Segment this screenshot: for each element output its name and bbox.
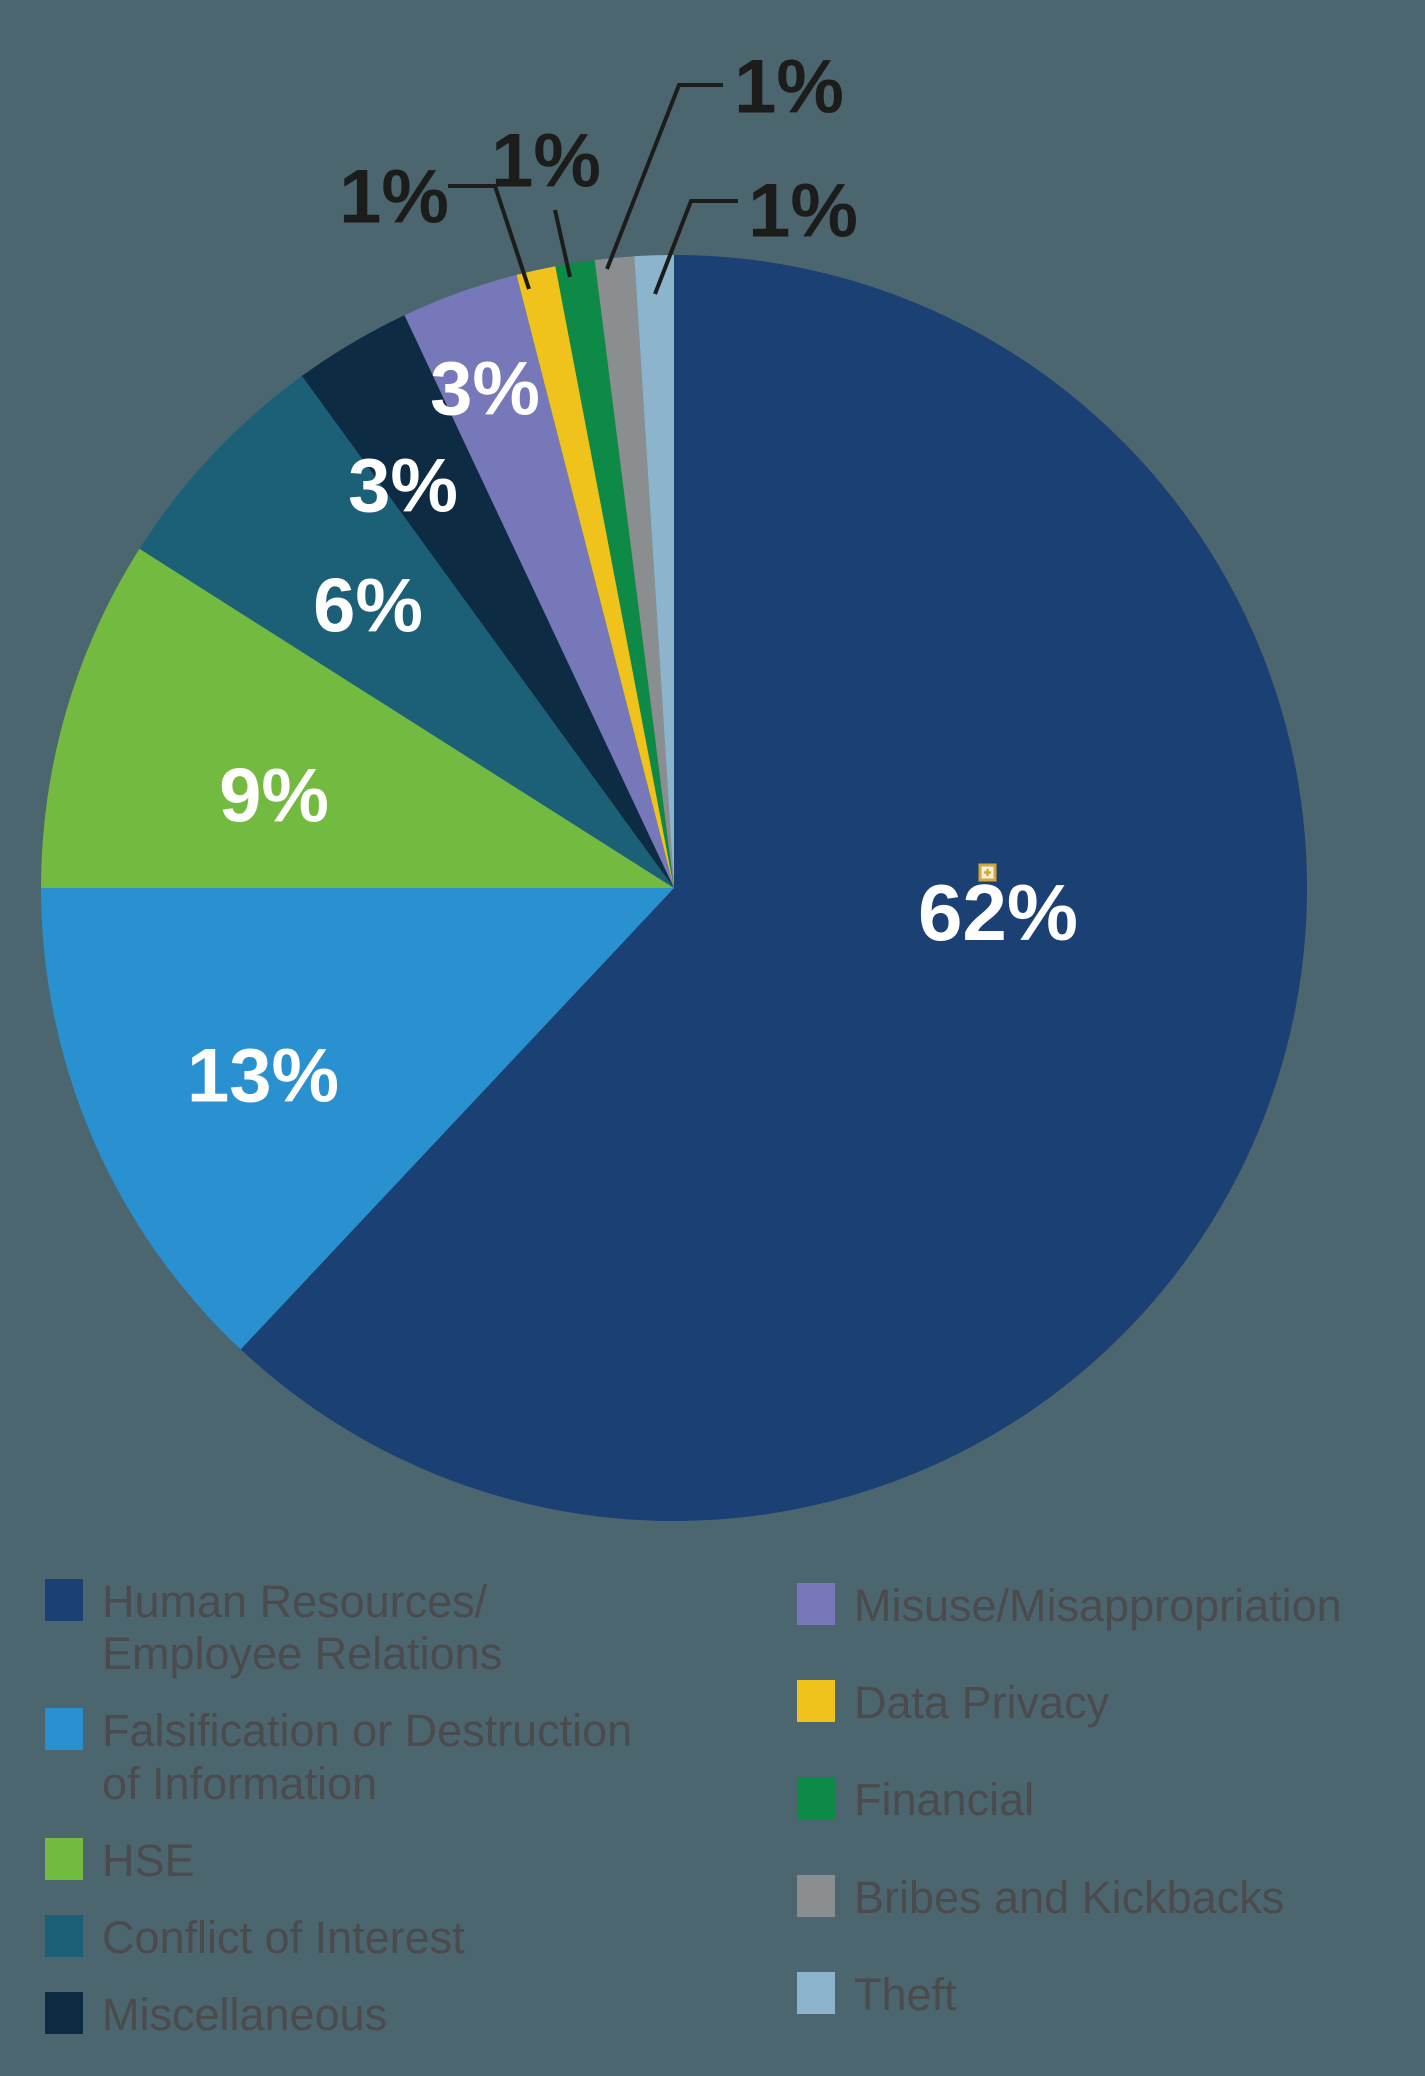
legend-swatch-hr xyxy=(45,1579,83,1621)
slice-label-financial: 1% xyxy=(491,119,601,204)
slice-label-conflict: 6% xyxy=(313,564,423,649)
legend-item-financial: Financial xyxy=(797,1774,1417,1826)
pie-slice-miscellaneous xyxy=(301,315,674,888)
legend-label-misuse: Misuse/Misappropriation xyxy=(854,1580,1342,1631)
leader-line-theft xyxy=(653,199,738,295)
legend-label-data-privacy: Data Privacy xyxy=(854,1677,1110,1729)
slice-label-theft: 1% xyxy=(748,169,858,254)
legend-label-bribes: Bribes and Kickbacks xyxy=(854,1871,1285,1923)
legend-label-theft: Theft xyxy=(854,1968,957,2020)
legend-item-bribes: Bribes and Kickbacks xyxy=(797,1872,1417,1924)
legend-label-hse: HSE xyxy=(102,1834,195,1886)
legend-label-miscellaneous: Miscellaneous xyxy=(102,1989,388,2041)
legend-item-theft: Theft xyxy=(797,1969,1417,2021)
legend-item-conflict: Conflict of Interest xyxy=(45,1912,745,1964)
legend-label-financial: Financial xyxy=(854,1774,1035,1826)
slice-label-data-privacy: 1% xyxy=(339,155,449,240)
pie-slice-misuse xyxy=(404,274,674,888)
legend-swatch-theft xyxy=(797,1971,835,2014)
slice-label-bribes: 1% xyxy=(734,45,844,130)
slice-label-miscellaneous: 3% xyxy=(348,444,458,529)
leader-line-financial xyxy=(553,209,572,278)
legend-item-misuse: Misuse/Misappropriation xyxy=(797,1580,1417,1632)
legend-item-hr: Human Resources/Employee Relations xyxy=(45,1576,745,1680)
pie-slice-financial xyxy=(555,260,674,888)
legend-item-data-privacy: Data Privacy xyxy=(797,1677,1417,1729)
legend-swatch-falsification xyxy=(45,1708,83,1751)
pie-slice-falsification xyxy=(41,888,674,1350)
legend-label-falsification: Falsification or Destruction of Informati… xyxy=(102,1705,633,1809)
legend-swatch-hse xyxy=(45,1837,83,1880)
pie-slice-bribes xyxy=(594,256,674,888)
pie-slice-data-privacy xyxy=(516,266,674,888)
slice-label-falsification: 13% xyxy=(187,1034,339,1119)
leader-line-data-privacy xyxy=(448,184,531,290)
legend-label-conflict: Conflict of Interest xyxy=(102,1911,465,1963)
legend-item-hse: HSE xyxy=(45,1835,745,1887)
legend-swatch-conflict xyxy=(45,1914,83,1957)
pie-slice-hse xyxy=(40,548,674,888)
legend-label-hr: Human Resources/Employee Relations xyxy=(102,1576,503,1680)
slice-label-hr: 62% xyxy=(918,868,1078,957)
pie-slice-hr xyxy=(240,255,1308,1521)
legend-item-miscellaneous: Miscellaneous xyxy=(45,1989,745,2041)
legend-column-right: Misuse/Misappropriation Data Privacy Finan… xyxy=(797,1580,1417,2021)
pie-slice-theft xyxy=(634,254,674,888)
legend-swatch-misuse xyxy=(797,1583,835,1625)
legend-swatch-data-privacy xyxy=(797,1680,835,1723)
legend-item-falsification: Falsification or Destruction of Informati… xyxy=(45,1705,745,1809)
pie-slice-conflict xyxy=(139,375,674,888)
legend-swatch-financial xyxy=(797,1777,835,1820)
legend-swatch-miscellaneous xyxy=(45,1992,83,2035)
comment-marker-icon xyxy=(978,863,997,882)
legend-swatch-bribes xyxy=(797,1874,835,1917)
leader-line-bribes xyxy=(605,83,723,270)
slice-label-misuse: 3% xyxy=(430,347,540,432)
slice-label-hse: 9% xyxy=(219,754,329,839)
legend-column-left: Human Resources/Employee Relations Falsif… xyxy=(45,1576,745,2041)
